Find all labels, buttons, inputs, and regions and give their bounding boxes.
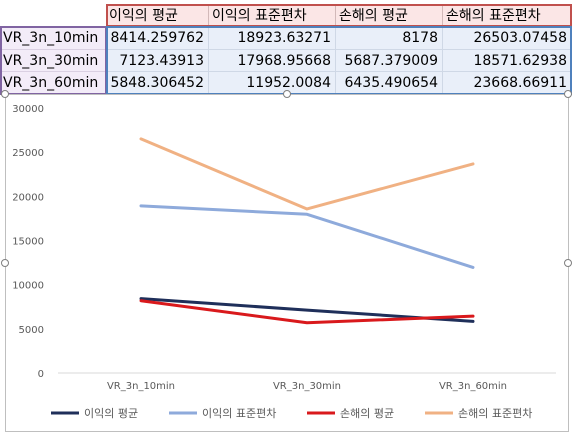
value-cell[interactable]: 11952.0084 <box>209 72 336 94</box>
legend-label: 이익의 평균 <box>84 407 138 420</box>
spreadsheet-range: 이익의 평균 이익의 표준편차 손해의 평균 손해의 표준편차 VR_3n_10… <box>0 0 572 96</box>
legend-label: 손해의 표준편차 <box>458 406 532 420</box>
row-label-cell[interactable]: VR_3n_10min <box>0 27 106 50</box>
series-lines <box>139 137 475 325</box>
value-cell[interactable]: 7123.43913 <box>106 50 209 72</box>
value-cell[interactable]: 5848.306452 <box>106 72 209 94</box>
value-cell[interactable]: 6435.490654 <box>336 72 443 94</box>
value-cell[interactable]: 18571.62938 <box>443 50 572 72</box>
y-tick-label: 30000 <box>12 104 44 115</box>
value-cell[interactable]: 8414.259762 <box>106 27 209 50</box>
x-axis: VR_3n_10min VR_3n_30min VR_3n_60min <box>58 372 556 392</box>
row-label-cell[interactable]: VR_3n_60min <box>0 72 106 94</box>
value-cell[interactable]: 26503.07458 <box>443 27 572 50</box>
x-tick-label: VR_3n_10min <box>107 381 175 392</box>
line-chart[interactable]: 0 5000 10000 15000 20000 25000 30000 VR_3n_10m… <box>5 94 569 432</box>
chart-canvas: 0 5000 10000 15000 20000 25000 30000 VR_3n_10m… <box>12 104 556 420</box>
header-cell-loss-mean[interactable]: 손해의 평균 <box>336 5 443 27</box>
value-cell[interactable]: 23668.66911 <box>443 72 572 94</box>
y-tick-label: 10000 <box>12 281 44 292</box>
header-cell-loss-std[interactable]: 손해의 표준편차 <box>443 5 572 27</box>
legend-label: 손해의 평균 <box>340 406 394 420</box>
resize-handle-top-left[interactable] <box>1 90 9 98</box>
resize-handle-middle-left[interactable] <box>1 259 9 267</box>
header-cell-profit-mean[interactable]: 이익의 평균 <box>106 5 209 27</box>
series-line[interactable] <box>139 137 475 211</box>
resize-handle-top-middle[interactable] <box>283 90 291 98</box>
y-tick-label: 20000 <box>12 192 44 203</box>
series-line[interactable] <box>139 204 475 269</box>
legend-label: 이익의 표준편차 <box>202 407 276 420</box>
value-cell[interactable]: 18923.63271 <box>209 27 336 50</box>
value-cell[interactable]: 17968.95668 <box>209 50 336 72</box>
y-tick-label: 0 <box>38 369 44 380</box>
y-tick-label: 15000 <box>12 237 44 248</box>
x-tick-label: VR_3n_60min <box>439 381 507 392</box>
resize-handle-middle-right[interactable] <box>564 259 572 267</box>
value-cell[interactable]: 5687.379009 <box>336 50 443 72</box>
row-label-cell[interactable]: VR_3n_30min <box>0 50 106 72</box>
series-line[interactable] <box>139 299 475 325</box>
corner-cell[interactable] <box>0 5 106 27</box>
y-axis: 0 5000 10000 15000 20000 25000 30000 <box>12 104 44 380</box>
y-tick-label: 5000 <box>19 325 44 336</box>
legend[interactable]: 이익의 평균 이익의 표준편차 손해의 평균 손해의 표준편차 <box>51 406 532 420</box>
header-cell-profit-std[interactable]: 이익의 표준편차 <box>209 5 336 27</box>
value-cell[interactable]: 8178 <box>336 27 443 50</box>
y-tick-label: 25000 <box>12 148 44 159</box>
x-tick-label: VR_3n_30min <box>273 381 341 392</box>
resize-handle-top-right[interactable] <box>564 90 572 98</box>
